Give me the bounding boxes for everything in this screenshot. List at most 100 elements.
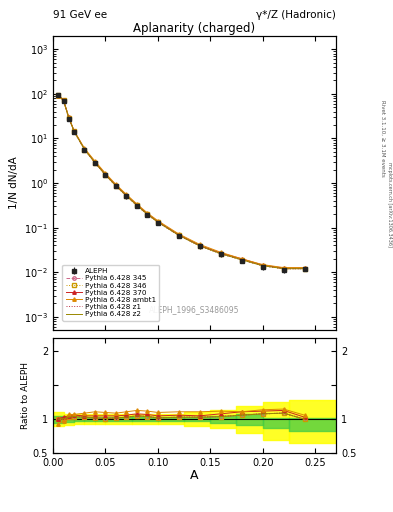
Pythia 6.428 370: [114, 182, 118, 188]
Line: Pythia 6.428 345: Pythia 6.428 345: [57, 93, 306, 270]
Pythia 6.428 370: [66, 114, 71, 120]
Pythia 6.428 346: [281, 266, 286, 272]
Pythia 6.428 345: [66, 115, 71, 121]
Pythia 6.428 z2: [219, 251, 223, 257]
Pythia 6.428 370: [239, 255, 244, 262]
Pythia 6.428 z2: [93, 160, 97, 166]
Pythia 6.428 ambt1: [176, 231, 181, 237]
Pythia 6.428 345: [239, 257, 244, 263]
Pythia 6.428 z2: [145, 211, 150, 218]
Pythia 6.428 z2: [134, 202, 139, 208]
Pythia 6.428 ambt1: [103, 170, 108, 177]
Pythia 6.428 z1: [302, 266, 307, 272]
Pythia 6.428 z1: [156, 219, 160, 225]
Pythia 6.428 346: [197, 243, 202, 249]
Pythia 6.428 z2: [66, 115, 71, 121]
Pythia 6.428 370: [260, 262, 265, 268]
Pythia 6.428 345: [114, 183, 118, 189]
Pythia 6.428 370: [56, 92, 61, 98]
Pythia 6.428 ambt1: [239, 255, 244, 262]
Line: Pythia 6.428 370: Pythia 6.428 370: [57, 93, 306, 270]
Pythia 6.428 346: [145, 211, 150, 218]
Pythia 6.428 ambt1: [302, 265, 307, 271]
Pythia 6.428 346: [82, 146, 87, 153]
Pythia 6.428 z1: [197, 243, 202, 249]
Pythia 6.428 345: [281, 266, 286, 272]
Pythia 6.428 370: [176, 232, 181, 238]
Pythia 6.428 z1: [239, 257, 244, 263]
Text: γ*/Z (Hadronic): γ*/Z (Hadronic): [256, 10, 336, 20]
Pythia 6.428 345: [103, 172, 108, 178]
Text: mcplots.cern.ch [arXiv:1306.3436]: mcplots.cern.ch [arXiv:1306.3436]: [387, 162, 392, 247]
Pythia 6.428 346: [134, 202, 139, 208]
Pythia 6.428 370: [197, 242, 202, 248]
Text: Rivet 3.1.10, ≥ 3.1M events: Rivet 3.1.10, ≥ 3.1M events: [381, 100, 386, 177]
Pythia 6.428 ambt1: [260, 262, 265, 268]
Pythia 6.428 z2: [156, 219, 160, 225]
Y-axis label: 1/N dN/dA: 1/N dN/dA: [9, 157, 18, 209]
Pythia 6.428 370: [103, 171, 108, 177]
Pythia 6.428 z2: [103, 172, 108, 178]
Pythia 6.428 370: [156, 219, 160, 225]
Line: Pythia 6.428 z1: Pythia 6.428 z1: [58, 95, 305, 269]
Pythia 6.428 z1: [93, 160, 97, 166]
Pythia 6.428 370: [124, 193, 129, 199]
Pythia 6.428 z1: [124, 193, 129, 199]
Pythia 6.428 345: [82, 146, 87, 153]
Pythia 6.428 370: [93, 159, 97, 165]
Pythia 6.428 z2: [176, 232, 181, 239]
Pythia 6.428 ambt1: [156, 218, 160, 224]
Pythia 6.428 345: [156, 219, 160, 225]
Pythia 6.428 z2: [124, 193, 129, 199]
Pythia 6.428 345: [56, 92, 61, 98]
Pythia 6.428 z2: [72, 128, 76, 134]
Line: Pythia 6.428 ambt1: Pythia 6.428 ambt1: [57, 95, 306, 269]
Pythia 6.428 ambt1: [219, 249, 223, 255]
Pythia 6.428 346: [239, 257, 244, 263]
Pythia 6.428 z1: [176, 232, 181, 239]
Pythia 6.428 z1: [61, 97, 66, 103]
Pythia 6.428 z1: [114, 183, 118, 189]
Pythia 6.428 370: [302, 265, 307, 271]
Pythia 6.428 z1: [82, 146, 87, 153]
Pythia 6.428 345: [61, 97, 66, 103]
Pythia 6.428 ambt1: [66, 114, 71, 120]
Pythia 6.428 346: [103, 172, 108, 178]
Pythia 6.428 ambt1: [145, 210, 150, 216]
Pythia 6.428 370: [82, 146, 87, 152]
Pythia 6.428 ambt1: [61, 97, 66, 103]
Pythia 6.428 z1: [72, 128, 76, 134]
Pythia 6.428 z1: [56, 92, 61, 98]
Pythia 6.428 z1: [260, 263, 265, 269]
Pythia 6.428 370: [61, 97, 66, 103]
Pythia 6.428 346: [156, 219, 160, 225]
Pythia 6.428 346: [114, 183, 118, 189]
Pythia 6.428 z2: [56, 92, 61, 98]
Y-axis label: Ratio to ALEPH: Ratio to ALEPH: [21, 362, 30, 429]
Pythia 6.428 345: [72, 128, 76, 134]
Pythia 6.428 346: [124, 193, 129, 199]
Pythia 6.428 z1: [145, 211, 150, 218]
Pythia 6.428 346: [219, 251, 223, 257]
Line: Pythia 6.428 346: Pythia 6.428 346: [57, 93, 306, 270]
Pythia 6.428 ambt1: [82, 145, 87, 152]
Pythia 6.428 z2: [302, 266, 307, 272]
Pythia 6.428 346: [72, 128, 76, 134]
Pythia 6.428 ambt1: [56, 93, 61, 99]
Pythia 6.428 z2: [197, 243, 202, 249]
Pythia 6.428 370: [281, 265, 286, 271]
Pythia 6.428 345: [302, 266, 307, 272]
Pythia 6.428 z1: [281, 266, 286, 272]
Pythia 6.428 z1: [219, 251, 223, 257]
Pythia 6.428 370: [134, 202, 139, 208]
Pythia 6.428 345: [134, 202, 139, 208]
Pythia 6.428 346: [176, 232, 181, 239]
Pythia 6.428 345: [260, 263, 265, 269]
Pythia 6.428 ambt1: [134, 201, 139, 207]
X-axis label: A: A: [190, 470, 199, 482]
Pythia 6.428 345: [176, 232, 181, 239]
Pythia 6.428 345: [124, 193, 129, 199]
Pythia 6.428 z2: [82, 146, 87, 153]
Text: ALEPH_1996_S3486095: ALEPH_1996_S3486095: [149, 306, 240, 314]
Pythia 6.428 z2: [260, 263, 265, 269]
